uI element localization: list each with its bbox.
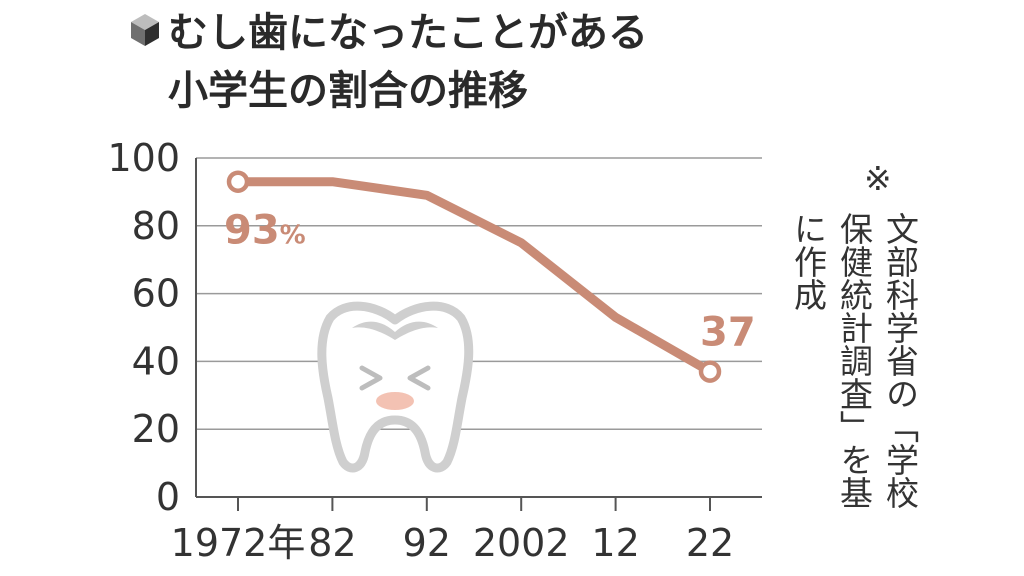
data-point: [698, 360, 722, 383]
start-value: 93: [224, 208, 280, 254]
note-marker: ※: [864, 159, 892, 198]
tooth-icon: [317, 301, 474, 473]
y-tick-label: 20: [132, 407, 180, 451]
start-value-label: 93%: [224, 208, 306, 254]
grid: [195, 157, 762, 498]
cube-icon: [131, 14, 159, 46]
y-tick-label: 100: [107, 136, 180, 180]
x-tick-label: 92: [403, 521, 451, 565]
chart-title: むし歯になったことがある: [168, 10, 648, 56]
source-note: ※ 文部科学省の「学校 保健統計調査」を基 に作成: [789, 159, 920, 509]
y-tick-label: 40: [132, 339, 180, 383]
note-column-2: 保健統計調査」を基: [835, 212, 874, 509]
x-tick-label: 1972年: [171, 521, 306, 565]
x-axis: 1972年 82 92 2002 12 22: [171, 497, 734, 565]
x-tick-label: 22: [686, 521, 734, 565]
data-point: [226, 170, 250, 193]
y-axis: 0 20 40 60 80 100: [107, 136, 180, 519]
x-tick-label: 82: [308, 521, 356, 565]
y-tick-label: 80: [132, 204, 180, 248]
x-tick-label: 12: [591, 521, 639, 565]
note-column-1: 文部科学省の「学校: [881, 212, 920, 509]
series-line: [233, 177, 715, 377]
y-tick-label: 0: [156, 475, 180, 519]
start-value-unit: %: [280, 221, 306, 251]
y-tick-label: 60: [132, 272, 180, 316]
chart-subtitle: 小学生の割合の推移: [168, 68, 528, 114]
markers: [226, 170, 722, 383]
x-tick-label: 2002: [473, 521, 570, 565]
end-value-label: 37: [700, 310, 756, 356]
note-column-3: に作成: [789, 212, 828, 311]
